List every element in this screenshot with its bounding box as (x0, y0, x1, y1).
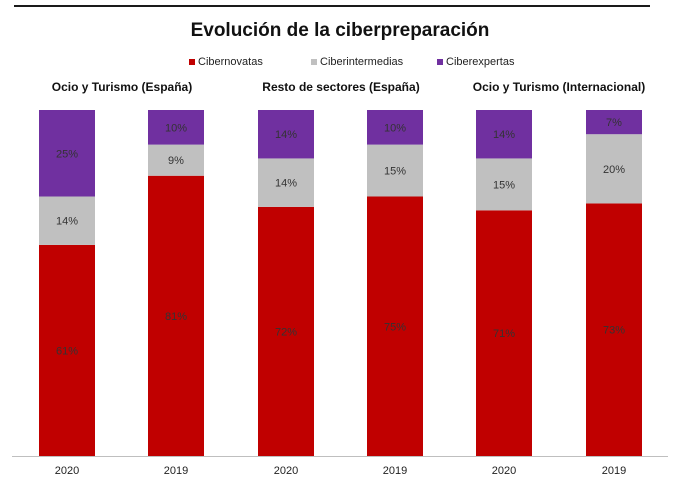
bar-segment-ciberintermedias-2019 (148, 144, 204, 176)
data-label: 75% (384, 321, 406, 333)
bar-segment-ciberexpertas-2020 (476, 110, 532, 159)
x-tick-label: 2019 (164, 465, 188, 477)
data-label: 81% (165, 311, 187, 323)
bar-segment-ciberintermedias-2020 (39, 196, 95, 245)
legend-swatch-ciberexpertas (437, 59, 443, 65)
x-tick-label: 2020 (55, 465, 79, 477)
data-label: 14% (275, 178, 297, 190)
top-rule (14, 5, 650, 7)
legend-item-cibernovatas: Cibernovatas (189, 56, 263, 68)
bar-segment-ciberexpertas-2019 (586, 110, 642, 135)
bar-segment-cibernovatas-2019 (148, 175, 204, 457)
data-label: 15% (493, 179, 515, 191)
x-tick-label: 2020 (274, 465, 298, 477)
legend-swatch-cibernovatas (189, 59, 195, 65)
data-label: 7% (606, 117, 622, 129)
data-label: 10% (384, 122, 406, 134)
legend-item-ciberexpertas: Ciberexpertas (437, 56, 514, 68)
bar-segment-cibernovatas-2019 (367, 196, 423, 456)
group-title-ocio-internacional: Ocio y Turismo (Internacional) (472, 80, 646, 94)
group-title-resto-espana: Resto de sectores (España) (262, 80, 420, 94)
legend-swatch-ciberintermedias (311, 59, 317, 65)
data-label: 14% (275, 129, 297, 141)
bar-segment-cibernovatas-2020 (258, 206, 314, 456)
x-tick-label: 2019 (383, 465, 407, 477)
data-label: 71% (493, 328, 515, 340)
bar-segment-ciberexpertas-2019 (148, 110, 204, 145)
chart-title: Evolución de la ciberpreparación (190, 20, 490, 41)
data-label: 15% (384, 166, 406, 178)
bar-segment-cibernovatas-2019 (586, 203, 642, 456)
data-label: 61% (56, 345, 78, 357)
data-label: 20% (603, 164, 625, 176)
x-tick-label: 2020 (492, 465, 516, 477)
legend-label: Ciberintermedias (320, 56, 404, 68)
legend-item-ciberintermedias: Ciberintermedias (311, 56, 403, 68)
bar-segment-ciberexpertas-2020 (39, 110, 95, 197)
data-label: 9% (168, 155, 184, 167)
legend-label: Cibernovatas (198, 56, 263, 68)
bar-segment-ciberintermedias-2020 (258, 158, 314, 207)
data-label: 73% (603, 325, 625, 337)
bar-segment-ciberintermedias-2019 (367, 144, 423, 197)
bar-segment-ciberexpertas-2019 (367, 110, 423, 145)
data-label: 72% (275, 326, 297, 338)
legend-label: Ciberexpertas (446, 56, 515, 68)
legend: Cibernovatas Ciberintermedias Ciberexper… (0, 56, 680, 72)
data-label: 14% (493, 129, 515, 141)
bar-segment-cibernovatas-2020 (39, 244, 95, 456)
bar-segment-ciberintermedias-2020 (476, 158, 532, 211)
bar-segment-cibernovatas-2020 (476, 210, 532, 456)
group-title-ocio-espana: Ocio y Turismo (España) (51, 80, 193, 94)
data-label: 10% (165, 122, 187, 134)
x-tick-label: 2019 (602, 465, 626, 477)
bar-segment-ciberintermedias-2019 (586, 134, 642, 204)
data-label: 25% (56, 148, 78, 160)
data-label: 14% (56, 216, 78, 228)
bar-segment-ciberexpertas-2020 (258, 110, 314, 159)
